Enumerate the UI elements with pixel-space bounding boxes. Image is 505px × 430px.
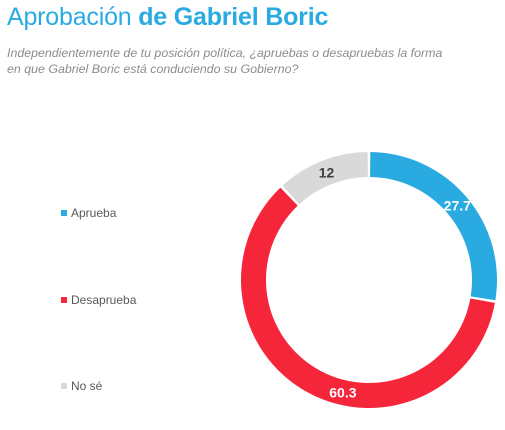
legend-label: Aprueba: [71, 206, 117, 220]
legend-swatch: [61, 210, 67, 216]
legend-item-aprueba: Aprueba: [61, 206, 116, 220]
legend-swatch: [61, 297, 67, 303]
chart-legend: Aprueba Desaprueba No sé: [61, 0, 221, 430]
legend-label: Desaprueba: [71, 293, 137, 307]
legend-swatch: [61, 383, 67, 389]
legend-label: No sé: [71, 379, 103, 393]
donut-slice-aprueba: [370, 152, 497, 301]
legend-item-desaprueba: Desaprueba: [61, 293, 136, 307]
title-bold: de Gabriel Boric: [138, 3, 329, 31]
page-title: Aprobación de Gabriel Boric: [7, 2, 328, 32]
title-regular: Aprobación: [7, 3, 132, 31]
donut-labels: 27.7 60.3 12: [319, 165, 471, 401]
data-label-no-se: 12: [319, 165, 335, 181]
donut-slice-no-se: [282, 152, 368, 205]
page-subtitle: Independientemente de tu posición políti…: [7, 46, 443, 76]
legend-item-no-se: No sé: [61, 379, 102, 393]
donut-slice-desaprueba: [240, 187, 495, 409]
data-label-aprueba: 27.7: [444, 198, 471, 214]
data-label-desaprueba: 60.3: [329, 385, 356, 401]
donut-slices: [240, 152, 497, 409]
